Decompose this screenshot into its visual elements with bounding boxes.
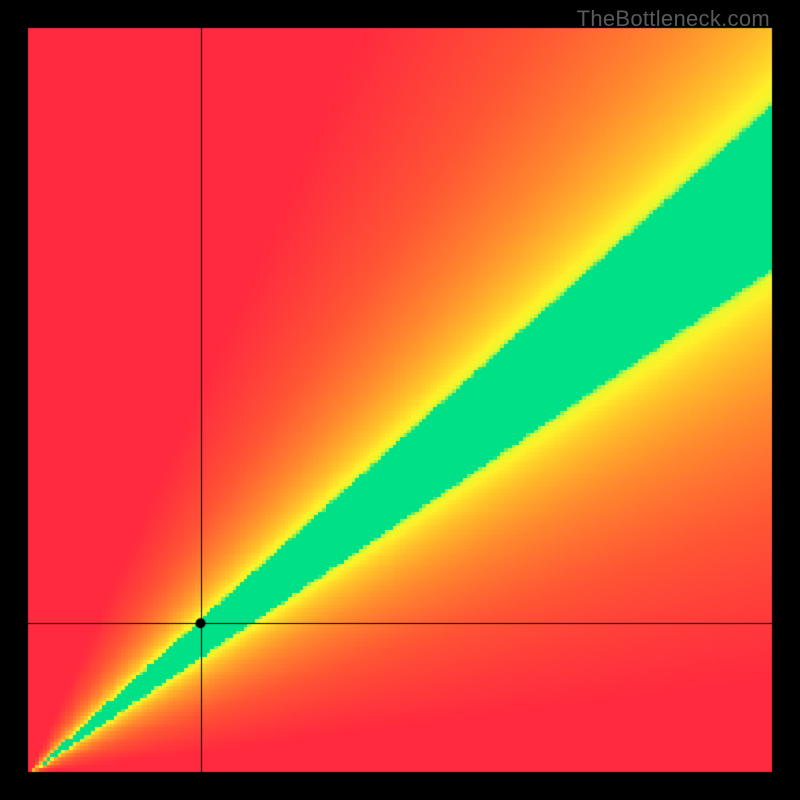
chart-container: TheBottleneck.com	[0, 0, 800, 800]
watermark-text: TheBottleneck.com	[577, 6, 770, 32]
bottleneck-heatmap	[0, 0, 800, 800]
